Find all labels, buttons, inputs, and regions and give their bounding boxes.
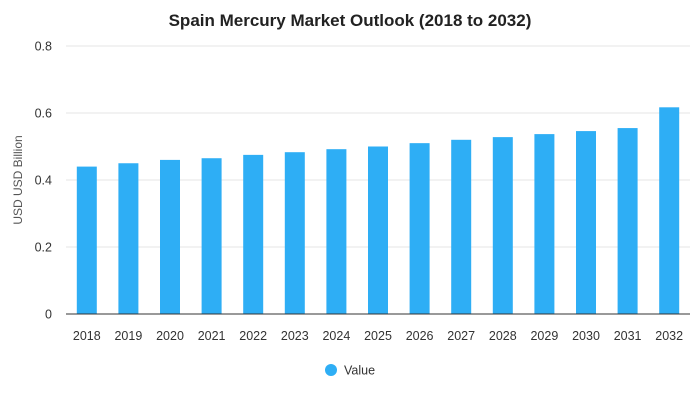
- x-tick-label: 2022: [239, 329, 267, 343]
- bar-2026: [409, 143, 430, 314]
- y-tick-label: 0.6: [35, 107, 52, 121]
- x-tick-label: 2031: [614, 329, 642, 343]
- x-tick-label: 2018: [73, 329, 101, 343]
- bar-2028: [492, 137, 513, 314]
- bar-2018: [76, 166, 97, 314]
- x-axis-ticks: 2018 2019 2020 2021 2022 2023 2024 2025 2026 2027…: [73, 329, 683, 343]
- chart-title: Spain Mercury Market Outlook (2018 to 20…: [169, 11, 532, 30]
- legend-swatch-value: [325, 364, 337, 376]
- bar-2027: [451, 139, 472, 314]
- y-axis-ticks: 0 0.2 0.4 0.6 0.8: [35, 40, 52, 322]
- bar-2019: [118, 163, 139, 314]
- x-tick-label: 2021: [198, 329, 226, 343]
- x-tick-label: 2028: [489, 329, 517, 343]
- bars: [76, 107, 680, 315]
- bar-2031: [617, 128, 638, 314]
- x-tick-label: 2032: [655, 329, 683, 343]
- x-tick-label: 2027: [447, 329, 475, 343]
- bar-2030: [576, 131, 596, 314]
- x-tick-label: 2024: [322, 329, 350, 343]
- bar-2022: [243, 154, 264, 314]
- bar-2023: [284, 152, 305, 314]
- bar-2021: [201, 158, 222, 314]
- x-tick-label: 2020: [156, 329, 184, 343]
- bar-2024: [326, 149, 347, 314]
- bar-2029: [534, 134, 555, 314]
- y-axis-label: USD USD Billion: [11, 135, 25, 224]
- x-tick-label: 2023: [281, 329, 309, 343]
- x-tick-label: 2030: [572, 329, 600, 343]
- bar-2020: [160, 159, 180, 314]
- y-tick-label: 0.4: [35, 174, 52, 188]
- bar-2025: [368, 146, 388, 314]
- x-tick-label: 2019: [114, 329, 142, 343]
- y-tick-label: 0.2: [35, 241, 52, 255]
- legend: Value: [325, 364, 375, 378]
- x-tick-label: 2029: [530, 329, 558, 343]
- bar-2032: [659, 107, 680, 315]
- x-tick-label: 2026: [406, 329, 434, 343]
- x-tick-label: 2025: [364, 329, 392, 343]
- y-tick-label: 0: [45, 308, 52, 322]
- legend-label-value: Value: [344, 364, 375, 378]
- y-tick-label: 0.8: [35, 40, 52, 54]
